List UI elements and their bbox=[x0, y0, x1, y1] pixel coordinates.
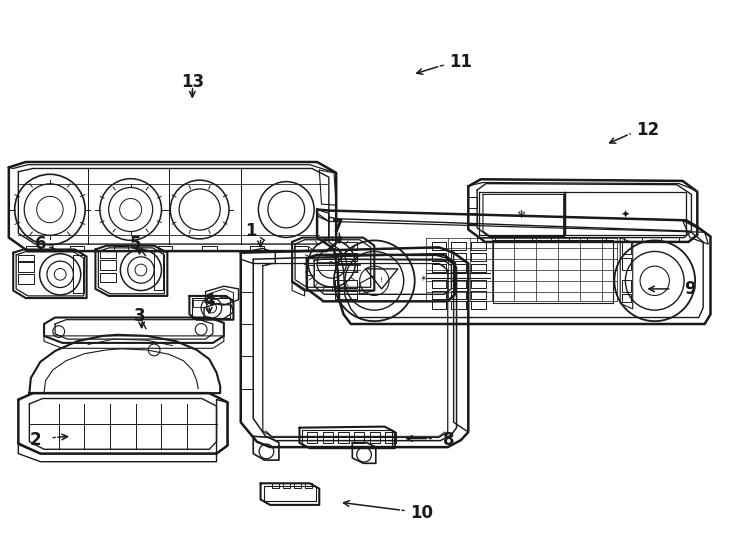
Text: IT₀: IT₀ bbox=[328, 261, 335, 266]
Text: 11: 11 bbox=[449, 53, 473, 71]
Text: 7: 7 bbox=[332, 218, 344, 236]
Text: 2: 2 bbox=[29, 431, 41, 449]
Text: 12: 12 bbox=[636, 120, 659, 139]
Text: 8: 8 bbox=[443, 431, 455, 449]
Text: ☀: ☀ bbox=[419, 274, 426, 282]
Text: ❄: ❄ bbox=[517, 210, 526, 220]
Text: 5: 5 bbox=[130, 235, 142, 253]
Text: 3: 3 bbox=[134, 307, 145, 325]
Text: 13: 13 bbox=[181, 73, 204, 91]
Text: 9: 9 bbox=[684, 280, 696, 298]
Text: 6: 6 bbox=[34, 235, 46, 253]
Text: 10: 10 bbox=[410, 504, 434, 522]
Text: ✦: ✦ bbox=[621, 210, 630, 220]
Text: !: ! bbox=[380, 276, 383, 283]
Text: 4: 4 bbox=[203, 292, 215, 310]
Text: 1: 1 bbox=[245, 222, 257, 240]
